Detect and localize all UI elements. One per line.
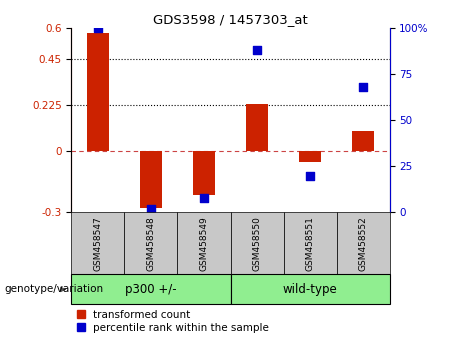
Bar	[230, 274, 390, 304]
Text: GSM458552: GSM458552	[359, 216, 367, 271]
Point	[254, 47, 261, 53]
Bar	[284, 212, 337, 274]
Bar	[140, 151, 161, 208]
Text: GSM458551: GSM458551	[306, 216, 314, 271]
Text: p300 +/-: p300 +/-	[125, 283, 177, 296]
Bar	[71, 274, 230, 304]
Point	[94, 25, 101, 31]
Point	[200, 195, 207, 200]
Text: GSM458547: GSM458547	[94, 216, 102, 271]
Bar	[71, 212, 124, 274]
Bar	[246, 104, 267, 151]
Text: GSM458549: GSM458549	[200, 216, 208, 271]
Bar	[177, 212, 230, 274]
Bar	[230, 212, 284, 274]
Bar	[87, 33, 108, 151]
Bar	[193, 151, 214, 195]
Point	[306, 173, 313, 178]
Bar	[337, 212, 390, 274]
Title: GDS3598 / 1457303_at: GDS3598 / 1457303_at	[153, 13, 308, 26]
Text: genotype/variation: genotype/variation	[5, 284, 104, 295]
Text: wild-type: wild-type	[283, 283, 337, 296]
Bar	[299, 151, 320, 162]
Legend: transformed count, percentile rank within the sample: transformed count, percentile rank withi…	[77, 310, 269, 333]
Text: GSM458548: GSM458548	[147, 216, 155, 271]
Text: GSM458550: GSM458550	[253, 216, 261, 271]
Point	[359, 84, 366, 90]
Bar	[352, 131, 373, 151]
Bar	[124, 212, 177, 274]
Point	[148, 206, 155, 212]
